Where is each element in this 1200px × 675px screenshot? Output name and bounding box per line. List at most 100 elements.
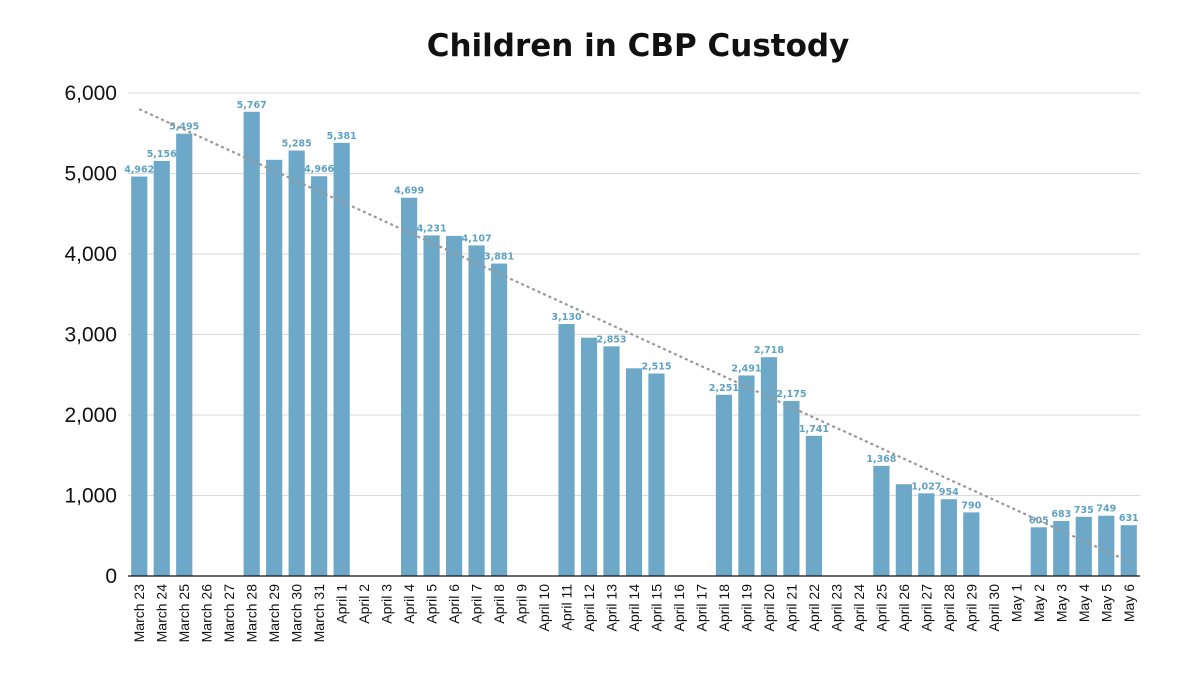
x-tick-label: April 28 [941,584,957,632]
data-label: 735 [1074,505,1094,516]
x-tick-label: April 9 [514,584,530,624]
bar [445,235,463,576]
x-tick-label: May 3 [1053,584,1069,622]
x-tick-label: April 20 [761,584,777,632]
y-tick-label: 2,000 [64,404,117,427]
x-tick-label: May 6 [1121,584,1137,622]
bar [873,465,890,576]
x-tick-label: April 10 [536,584,552,632]
data-label: 4,966 [304,164,334,175]
y-tick-label: 4,000 [64,243,117,266]
axes: 0 1,000 2,000 3,000 4,000 5,000 6,000 March 23 M… [64,82,1140,642]
x-tick-label: April 6 [446,584,462,624]
x-tick-label: April 22 [806,584,822,632]
x-tick-label: March 31 [311,584,327,643]
x-tick-label: April 3 [379,584,395,624]
data-label: 5,495 [169,122,199,133]
data-label: 605 [1029,515,1049,526]
data-label: 4,699 [394,186,424,197]
data-label: 1,027 [911,481,941,492]
bar [401,197,418,576]
bar [918,493,935,576]
x-tick-label: March 27 [221,584,237,643]
bar [603,346,620,576]
data-label: 2,175 [776,389,806,400]
bar [1098,515,1115,576]
y-tick-label: 6,000 [64,82,117,105]
x-tick-label: April 4 [401,584,417,624]
x-tick-label: April 29 [963,584,979,632]
data-label: 5,156 [147,149,177,160]
bar [311,176,328,576]
data-label: 3,881 [484,252,514,263]
data-label: 790 [961,500,981,511]
data-label: 2,718 [754,345,784,356]
x-tick-label: March 24 [154,584,170,643]
x-tick-label: April 12 [581,584,597,632]
bar [1053,521,1070,576]
bar [558,324,575,576]
data-label: 3,130 [552,312,582,323]
x-tick-label: April 24 [851,584,867,632]
bar [490,263,508,576]
bar [625,368,643,576]
x-tick-label: April 1 [334,584,350,624]
bar [805,435,823,576]
x-tick-label: April 30 [986,584,1002,632]
x-tick-label: April 17 [693,584,709,632]
x-tick-label: April 23 [828,584,844,632]
bars [131,111,1137,577]
x-tick-label: April 16 [671,584,687,632]
bar [176,133,193,576]
trendline [138,108,1130,563]
data-label: 2,515 [641,362,671,373]
bar [288,150,305,576]
x-tick-label: May 4 [1076,584,1092,622]
bar [783,400,800,576]
x-tick-label: April 19 [738,584,754,632]
y-tick-label: 3,000 [64,324,117,347]
bar [153,160,170,576]
data-label: 749 [1096,504,1116,515]
y-tick-label: 5,000 [64,163,117,186]
x-tick-label: April 25 [873,584,889,632]
bar [580,337,598,576]
bar [266,159,283,576]
x-tick-label: May 5 [1098,584,1114,622]
bar [131,176,148,576]
bar [1120,525,1137,576]
data-label: 1,741 [799,424,829,435]
x-tick-label: April 15 [648,584,664,632]
bar [940,499,957,576]
x-tick-label: March 26 [199,584,215,643]
x-tick-label: March 30 [289,584,305,643]
bar [738,375,755,576]
bar [243,111,260,576]
bar [423,235,440,577]
bar [963,512,980,576]
bar [1075,516,1092,576]
x-tick-label: April 26 [896,584,912,632]
bar [760,357,778,576]
data-label: 2,491 [731,363,761,374]
chart-title: Children in CBP Custody [426,28,850,64]
data-labels: 4,962 5,156 5,495 5,767 5,285 4,966 5,381 4,699… [124,100,1138,527]
x-tick-label: April 7 [469,584,485,624]
x-tick-label: April 27 [918,584,934,632]
x-tick-label: April 11 [559,584,575,631]
x-tick-label: March 25 [176,584,192,643]
x-tick-label: April 18 [716,584,732,632]
data-label: 4,231 [417,223,447,234]
bar [468,245,485,576]
bar [715,394,733,576]
bar [895,484,912,576]
y-tick-label: 0 [105,565,117,588]
x-tick-label: April 8 [491,584,507,624]
x-tick-label: April 5 [424,584,440,624]
x-tick-label: April 14 [626,584,642,632]
data-label: 4,107 [462,233,492,244]
data-label: 1,368 [866,454,896,465]
data-label: 2,251 [709,383,739,394]
x-tick-label: May 2 [1031,584,1047,622]
